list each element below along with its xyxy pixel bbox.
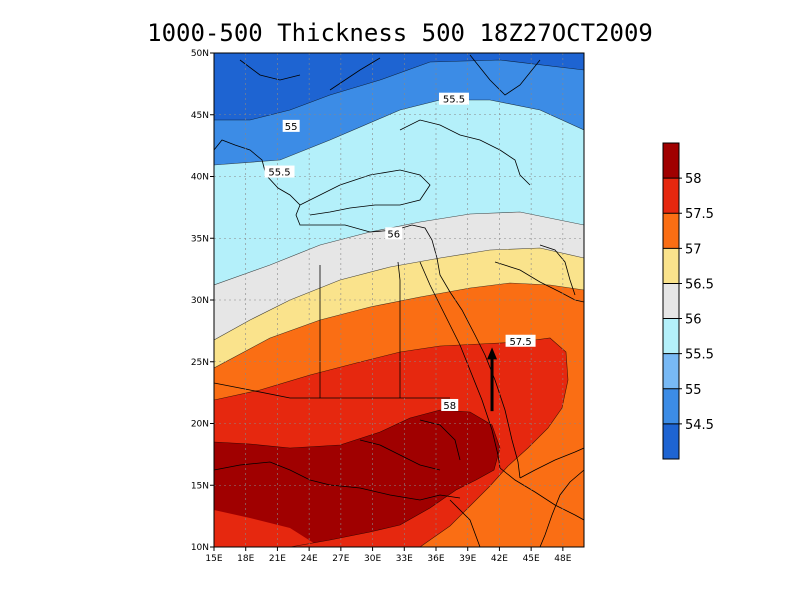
y-tick-label: 25N [191, 358, 209, 368]
colorbar-label: 57.5 [685, 207, 714, 222]
contour-label-box [264, 165, 295, 178]
x-tick-label: 39E [459, 554, 476, 564]
contour-label-box [438, 92, 469, 105]
x-tick-label: 27E [332, 554, 349, 564]
colorbar-swatch [663, 248, 679, 284]
y-tick-label: 15N [191, 481, 209, 491]
y-tick-label: 40N [191, 173, 209, 183]
y-tick-label: 30N [191, 296, 209, 306]
colorbar-swatch [663, 318, 679, 354]
y-tick-label: 10N [191, 543, 209, 553]
lat-lon-grid [214, 53, 584, 547]
contour-label: 55.5 [268, 168, 290, 179]
y-tick-label: 45N [191, 111, 209, 121]
colorbar-label: 56 [685, 313, 702, 328]
coastlines-and-borders [214, 54, 584, 547]
colorbar-label: 58 [685, 172, 702, 187]
x-tick-label: 30E [364, 554, 381, 564]
x-axis: 15E 18E 21E 24E 27E 30E 33E 36E 39E 42E 45E 48E [205, 547, 572, 564]
colorbar-swatch [663, 353, 679, 389]
contour-label: 58 [443, 401, 456, 412]
x-tick-label: 33E [396, 554, 413, 564]
contour-lines [214, 59, 584, 547]
contour-label: 56 [387, 229, 400, 240]
band-55.5-56 [214, 100, 584, 285]
colorbar-swatch [663, 178, 679, 214]
chart-title: 1000-500 Thickness 500 18Z27OCT2009 [147, 19, 653, 47]
band-57.5-58-south [214, 510, 320, 547]
contour-label-box [282, 119, 300, 132]
contour-label-box [505, 334, 536, 347]
band-54.5-and-below [214, 53, 584, 120]
colorbar-label: 55 [685, 383, 702, 398]
arrow-head [487, 347, 498, 360]
x-tick-label: 18E [237, 554, 254, 564]
contour-label: 57.5 [509, 337, 531, 348]
colorbar-label: 57 [685, 242, 702, 257]
colorbar-label: 55.5 [685, 348, 714, 363]
y-tick-label: 35N [191, 234, 209, 244]
colorbar-swatch [663, 143, 679, 179]
colorbar-swatch [663, 388, 679, 424]
contour-label-box [441, 398, 459, 411]
x-tick-label: 42E [491, 554, 508, 564]
colorbar-label: 54.5 [685, 418, 714, 433]
x-tick-label: 21E [269, 554, 286, 564]
colorbar-label: 56.5 [685, 277, 714, 292]
band-55-55.5 [214, 60, 584, 165]
band-58-and-above [214, 410, 500, 547]
colorbar-frame [662, 142, 680, 460]
contour-label: 55.5 [443, 95, 465, 106]
x-tick-label: 15E [205, 554, 222, 564]
y-tick-label: 20N [191, 420, 209, 430]
colorbar-swatch [663, 423, 679, 459]
y-axis: 10N 15N 20N 25N 30N 35N 40N 45N 50N [191, 49, 214, 553]
x-tick-label: 45E [523, 554, 540, 564]
arrow-annotation [487, 347, 498, 412]
map-plot [214, 53, 584, 547]
colorbar-swatch [663, 283, 679, 319]
colorbar-swatch [663, 213, 679, 249]
x-tick-label: 36E [427, 554, 444, 564]
y-tick-label: 50N [191, 49, 209, 59]
band-56-56.5 [214, 212, 584, 340]
colorbar: 54.5 55 55.5 56 56.5 57 57.5 58 [662, 142, 714, 460]
contour-label-box [385, 227, 403, 240]
contour-label: 55 [285, 122, 298, 133]
contour-labels: 55.5 55 55.5 56 57.5 58 [264, 92, 536, 412]
x-tick-label: 24E [301, 554, 318, 564]
band-56.5-57 [214, 248, 584, 368]
x-tick-label: 48E [554, 554, 571, 564]
